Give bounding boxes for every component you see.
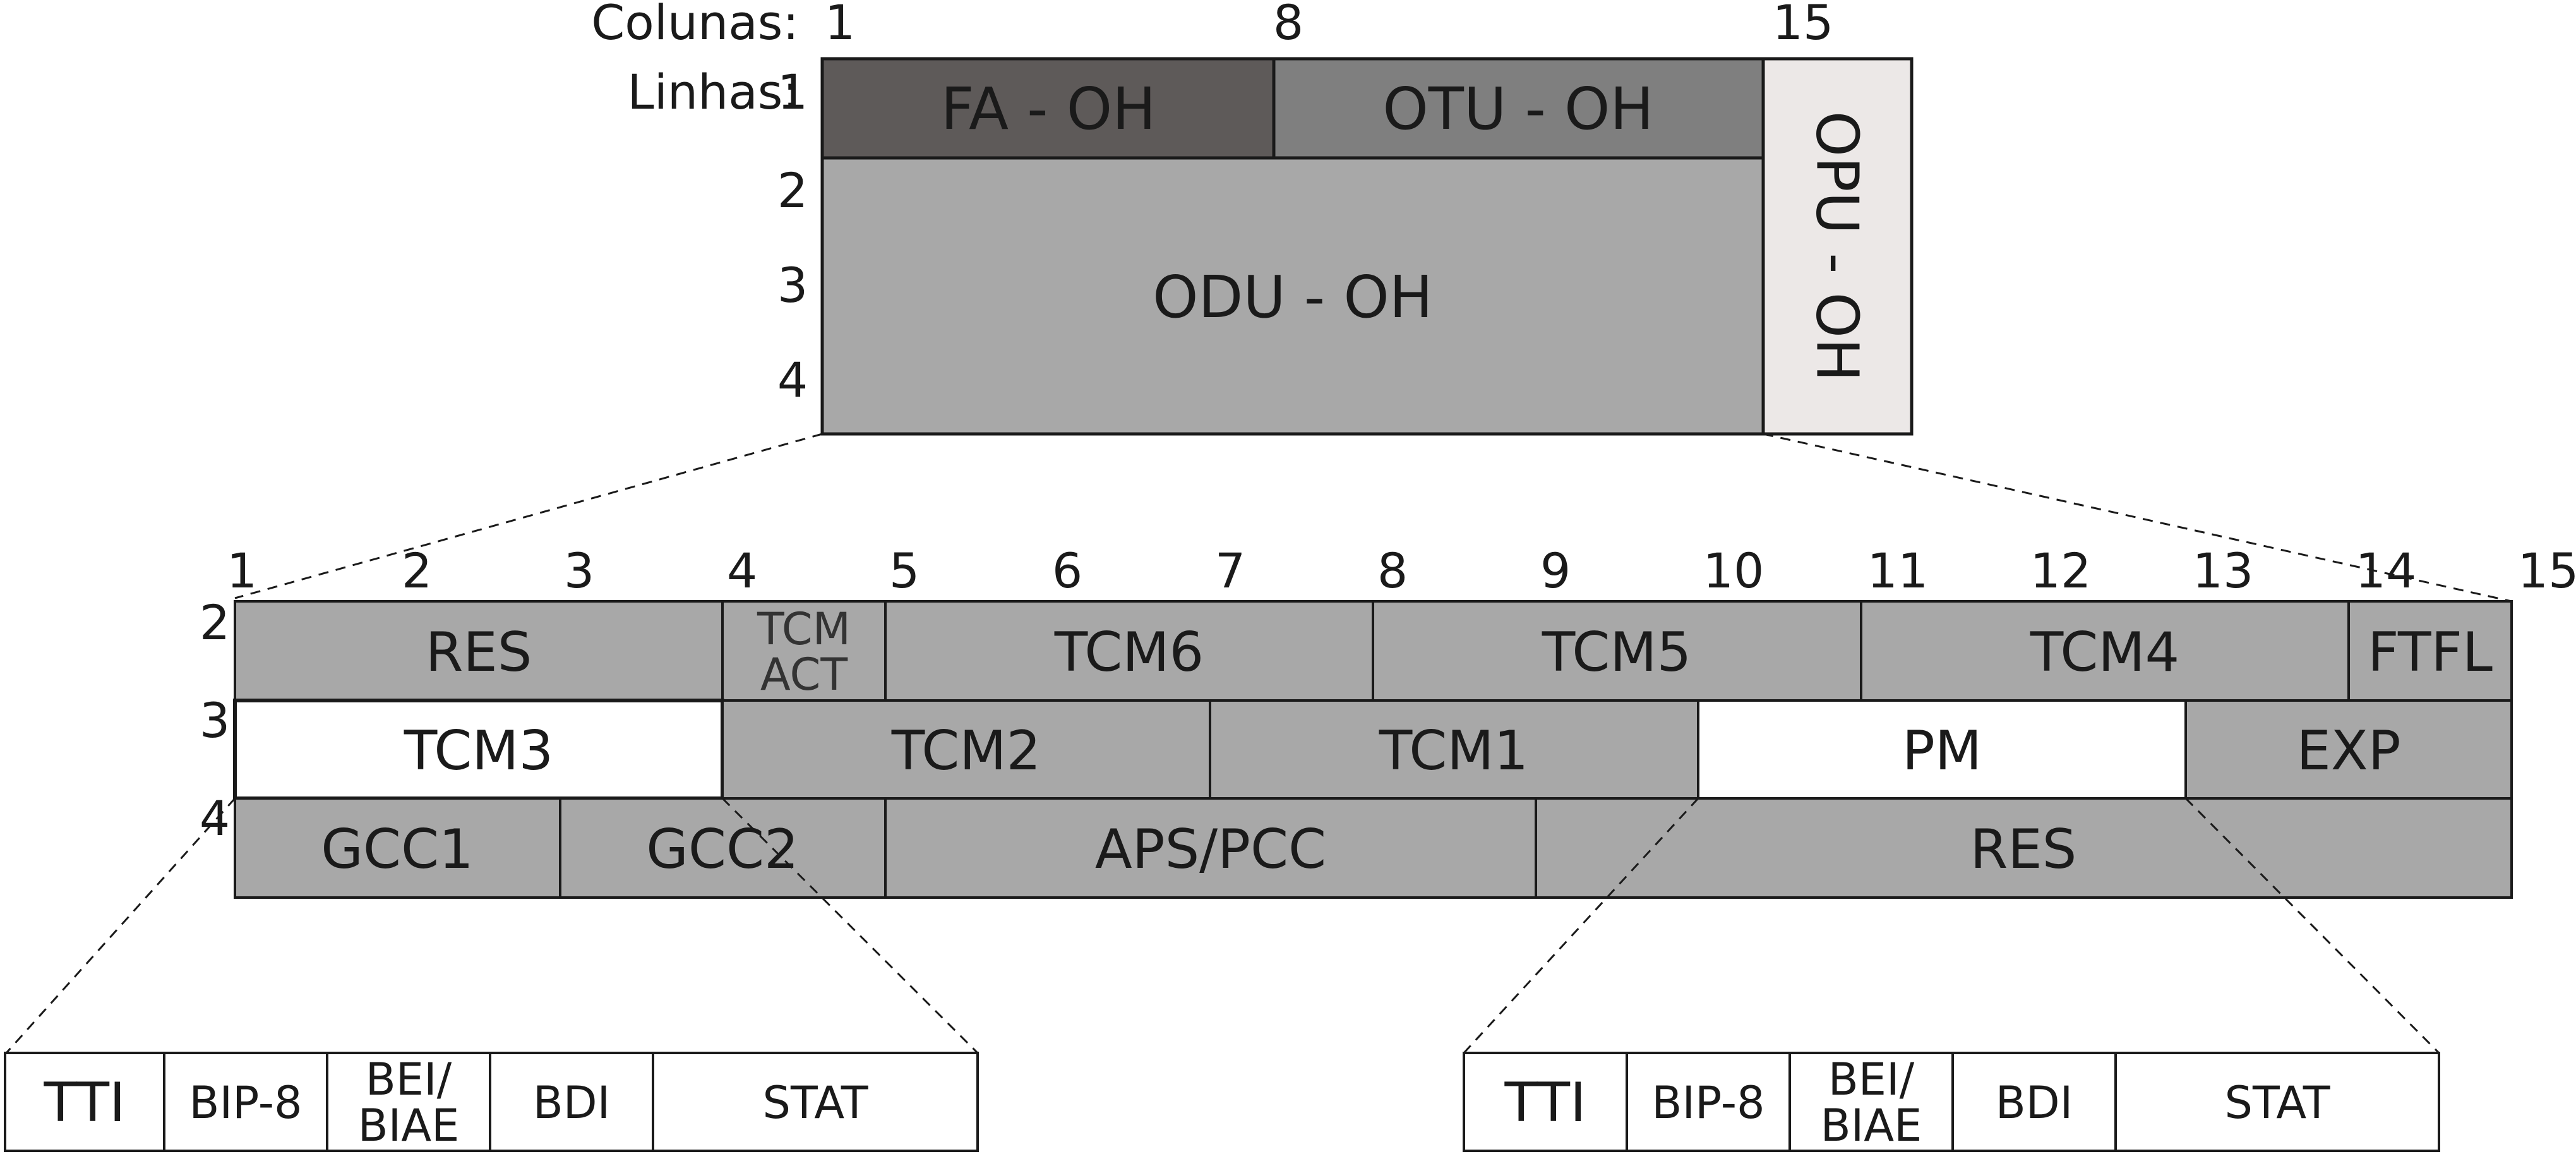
detail-col-5: 5	[889, 543, 920, 599]
tcm3-breakdown-labels: TTI BIP-8 BEI/ BIAE BDI STAT	[44, 1054, 868, 1151]
tcm3-stat-cell	[652, 1052, 979, 1152]
cell-tcm4	[1860, 600, 2350, 702]
tcm3-breakdown	[4, 1052, 979, 1152]
label-tcm4: TCM4	[2030, 621, 2179, 684]
label-tcm2: TCM2	[891, 719, 1041, 783]
detail-col-13: 13	[2193, 543, 2254, 599]
cell-res-row2	[234, 600, 724, 702]
col-number-8: 8	[1273, 0, 1303, 51]
detail-col-15: 15	[2518, 543, 2576, 599]
label-res-row4: RES	[1970, 818, 2077, 881]
detail-col-7: 7	[1215, 543, 1245, 599]
odu-detail-grid	[233, 600, 2513, 899]
cell-gcc1	[234, 797, 561, 899]
detail-row-2: 2	[200, 594, 230, 651]
label-tcm-act-1: TCM	[757, 603, 851, 655]
row-number-3: 3	[777, 257, 808, 313]
tcm3-bei-cell	[326, 1052, 491, 1152]
label-aps-pcc: APS/PCC	[1095, 818, 1326, 881]
tcm3-bdi-label: BDI	[533, 1077, 611, 1129]
tcm3-bei-label-1: BEI/	[366, 1054, 452, 1105]
row-number-1: 1	[777, 64, 808, 120]
opu-oh-block	[1761, 57, 1914, 436]
detail-col-6: 6	[1052, 543, 1082, 599]
opu-oh-label: OPU - OH	[1804, 111, 1871, 382]
detail-col-3: 3	[564, 543, 594, 599]
fa-oh-label: FA - OH	[941, 75, 1156, 143]
detail-col-1: 1	[227, 543, 257, 599]
label-tcm-act-2: ACT	[760, 649, 848, 700]
tcm3-tti-label: TTI	[44, 1071, 126, 1134]
tcm3-stat-label: STAT	[763, 1077, 868, 1129]
header-labels: Colunas: Linhas: 1 8 15 1 2 3 4	[591, 0, 1833, 408]
cell-aps-pcc	[884, 797, 1537, 899]
top-frame	[820, 57, 1914, 436]
cell-res-row4	[1535, 797, 2513, 899]
columns-label: Colunas:	[591, 0, 799, 51]
pm-stat-label: STAT	[2225, 1077, 2330, 1129]
tcm3-bei-label-2: BIAE	[358, 1100, 460, 1151]
detail-col-10: 10	[1703, 543, 1764, 599]
pm-bdi-label: BDI	[1996, 1077, 2073, 1129]
top-frame-labels: FA - OH OTU - OH ODU - OH OPU - OH	[941, 75, 1871, 382]
cell-tcm-act	[721, 600, 887, 702]
cell-gcc2	[559, 797, 887, 899]
pm-bei-label-1: BEI/	[1828, 1054, 1915, 1105]
label-gcc2: GCC2	[646, 818, 798, 881]
row-number-2: 2	[777, 162, 808, 219]
zoom-lines-breakdown	[5, 797, 2440, 1054]
detail-col-14: 14	[2356, 543, 2417, 599]
tcm3-bip8-label: BIP-8	[189, 1077, 302, 1129]
label-ftfl: FTFL	[2368, 621, 2493, 684]
label-pm: PM	[1902, 719, 1982, 783]
pm-breakdown-labels: TTI BIP-8 BEI/ BIAE BDI STAT	[1504, 1054, 2330, 1151]
label-tcm5: TCM5	[1542, 621, 1691, 684]
label-tcm6: TCM6	[1054, 621, 1204, 684]
detail-col-4: 4	[727, 543, 757, 599]
pm-bei-cell	[1788, 1052, 1954, 1152]
detail-col-2: 2	[402, 543, 432, 599]
odu-oh-block	[820, 156, 1765, 436]
detail-row-numbers: 2 3 4	[200, 594, 230, 846]
label-tcm1: TCM1	[1379, 719, 1528, 783]
detail-col-11: 11	[1867, 543, 1929, 599]
pm-stat-cell	[2114, 1052, 2440, 1152]
odu-oh-label: ODU - OH	[1153, 263, 1433, 331]
pm-bdi-cell	[1951, 1052, 2117, 1152]
label-tcm3: TCM3	[404, 719, 553, 783]
pm-tti-cell	[1463, 1052, 1628, 1152]
tcm3-bip8-cell	[163, 1052, 328, 1152]
tcm3-tti-cell	[4, 1052, 165, 1152]
pm-breakdown	[1463, 1052, 2440, 1152]
detail-col-9: 9	[1540, 543, 1571, 599]
detail-col-8: 8	[1377, 543, 1408, 599]
col-number-1: 1	[825, 0, 855, 51]
zoom-lines-odu	[234, 433, 2512, 603]
label-gcc1: GCC1	[321, 818, 473, 881]
odu-detail-labels: RES TCM ACT TCM6 TCM5 TCM4 FTFL TCM3 TCM…	[321, 603, 2493, 881]
otu-oh-label: OTU - OH	[1382, 75, 1653, 143]
cell-exp	[2184, 699, 2513, 800]
detail-col-12: 12	[2030, 543, 2092, 599]
pm-bip8-label: BIP-8	[1651, 1077, 1764, 1129]
label-res-row2: RES	[426, 621, 532, 684]
pm-tti-label: TTI	[1504, 1071, 1586, 1134]
row-number-4: 4	[777, 352, 808, 408]
detail-row-4: 4	[200, 790, 230, 846]
detail-column-numbers: 1 2 3 4 5 6 7 8 9 10 11 12 13 14 15	[227, 543, 2576, 599]
rows-label: Linhas:	[627, 64, 799, 120]
pm-bei-label-2: BIAE	[1821, 1100, 1922, 1151]
detail-row-3: 3	[200, 692, 230, 748]
col-number-15: 15	[1773, 0, 1834, 51]
tcm3-bdi-cell	[489, 1052, 654, 1152]
cell-ftfl	[2347, 600, 2513, 702]
label-exp: EXP	[2296, 719, 2400, 783]
